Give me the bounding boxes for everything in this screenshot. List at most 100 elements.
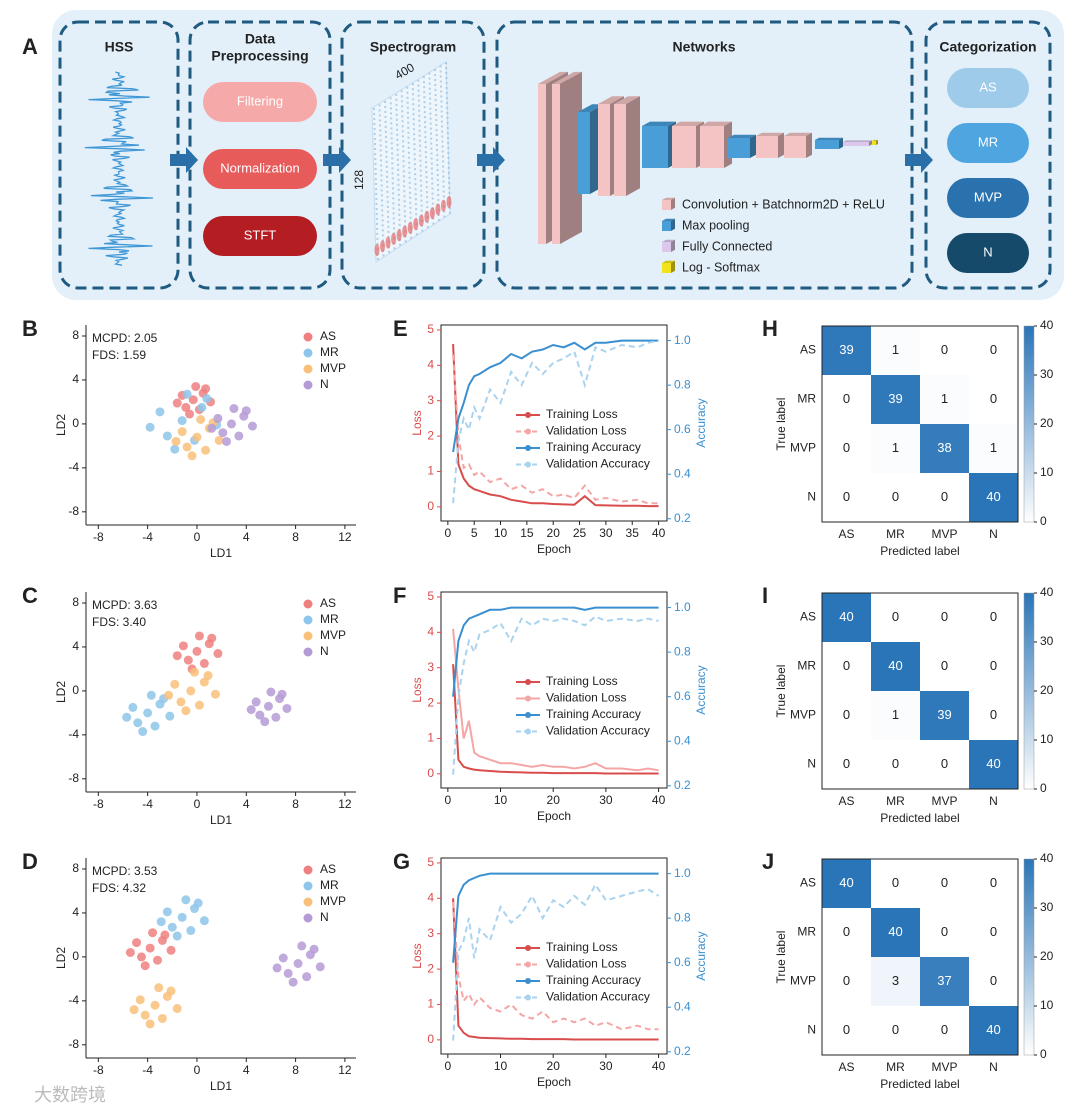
- cell: [822, 375, 871, 424]
- point: [181, 895, 191, 905]
- point: [143, 708, 153, 718]
- layer-front: [843, 142, 869, 146]
- point: [218, 428, 228, 438]
- layer-side: [869, 140, 872, 146]
- x-tick-label: 10: [494, 793, 508, 807]
- y-tick-label: 0: [72, 683, 79, 697]
- colorbar-tick-label: 0: [1040, 514, 1047, 528]
- cell-label: 39: [888, 391, 902, 406]
- spectrogram-peak: [435, 203, 441, 216]
- colorbar-tick-label: 40: [1040, 585, 1054, 599]
- point: [145, 1019, 155, 1029]
- layer-top: [700, 121, 732, 126]
- cell: [822, 691, 871, 740]
- layer-top: [578, 104, 604, 112]
- point: [165, 711, 175, 721]
- x-tick-label: AS: [838, 1060, 854, 1074]
- point: [188, 395, 198, 405]
- point: [213, 413, 223, 423]
- legend-label: N: [320, 910, 329, 924]
- y-tick-label: N: [807, 757, 816, 771]
- y-tick-label: 1: [427, 731, 434, 745]
- x-tick-label: 4: [243, 1063, 250, 1077]
- point: [246, 705, 256, 715]
- y-tick-label: 8: [72, 595, 79, 609]
- point: [170, 679, 180, 689]
- point: [157, 1013, 167, 1023]
- layer-front: [578, 112, 590, 194]
- y-tick-label: 0: [427, 499, 434, 513]
- point: [263, 701, 273, 711]
- y-tick-label: -8: [68, 771, 79, 785]
- watermark: 大数跨境: [34, 1085, 106, 1105]
- point: [181, 706, 191, 716]
- legend-label: Validation Accuracy: [546, 990, 650, 1004]
- y-tick-label: 5: [427, 589, 434, 603]
- cell-label: 40: [839, 875, 853, 890]
- cell: [969, 908, 1018, 957]
- point: [187, 451, 197, 461]
- y-tick-label: 4: [72, 639, 79, 653]
- cell-label: 0: [990, 342, 997, 357]
- point: [210, 689, 220, 699]
- x-tick-label: 0: [445, 526, 452, 540]
- layer-top: [662, 239, 675, 242]
- step-label: STFT: [244, 227, 277, 242]
- cell: [871, 740, 920, 789]
- y-axis-label: True label: [774, 665, 788, 718]
- legend-label: Validation Accuracy: [546, 724, 650, 738]
- point: [302, 972, 312, 982]
- legend-label: N: [320, 377, 329, 391]
- x-axis-label: Epoch: [537, 1075, 571, 1089]
- legend-label: AS: [320, 862, 336, 876]
- cell-label: 0: [843, 973, 850, 988]
- cell: [822, 326, 871, 375]
- layer-side: [560, 71, 582, 245]
- cell-label: 0: [843, 924, 850, 939]
- x-tick-label: 30: [599, 526, 613, 540]
- legend-marker: [303, 348, 313, 358]
- point: [278, 953, 288, 963]
- layer-top: [756, 132, 784, 136]
- y-tick-label: N: [807, 1023, 816, 1037]
- point: [309, 944, 319, 954]
- cell-label: 0: [941, 658, 948, 673]
- networks-box: [495, 20, 914, 290]
- spectrogram-stripe: [422, 76, 429, 229]
- cell-label: 0: [892, 875, 899, 890]
- section-title: HSS: [105, 39, 134, 55]
- legend-label: MVP: [320, 894, 346, 908]
- x-tick-label: MVP: [931, 527, 957, 541]
- colorbar-tick-label: 30: [1040, 634, 1054, 648]
- point: [185, 409, 195, 419]
- point: [271, 712, 281, 722]
- y-tick-label: 2: [427, 695, 434, 709]
- spectrogram-stripe: [400, 90, 407, 244]
- cell-label: 0: [843, 756, 850, 771]
- point: [172, 398, 182, 408]
- layer-side: [671, 197, 675, 210]
- legend-label: Validation Accuracy: [546, 457, 650, 471]
- layer-top: [843, 140, 872, 142]
- cell-label: 0: [941, 756, 948, 771]
- x-tick-label: 0: [194, 797, 201, 811]
- y-tick-label: AS: [800, 610, 816, 624]
- y-tick-label: 4: [427, 358, 434, 372]
- cell: [871, 642, 920, 691]
- cell: [871, 424, 920, 473]
- point: [229, 404, 239, 414]
- panel-letter: B: [22, 316, 38, 341]
- legend-marker: [525, 961, 531, 968]
- legend-marker: [525, 712, 531, 718]
- legend-label: Validation Loss: [546, 957, 627, 971]
- y-tick-label: 2: [427, 961, 434, 975]
- cell: [969, 642, 1018, 691]
- x-tick-label: -4: [142, 797, 153, 811]
- point: [297, 941, 307, 951]
- point: [170, 444, 180, 454]
- y2-tick-label: 0.8: [674, 377, 691, 391]
- y-axis-label: LD2: [54, 947, 68, 969]
- legend-marker: [303, 380, 313, 390]
- layer-top: [784, 132, 812, 136]
- cell-label: 0: [892, 1022, 899, 1037]
